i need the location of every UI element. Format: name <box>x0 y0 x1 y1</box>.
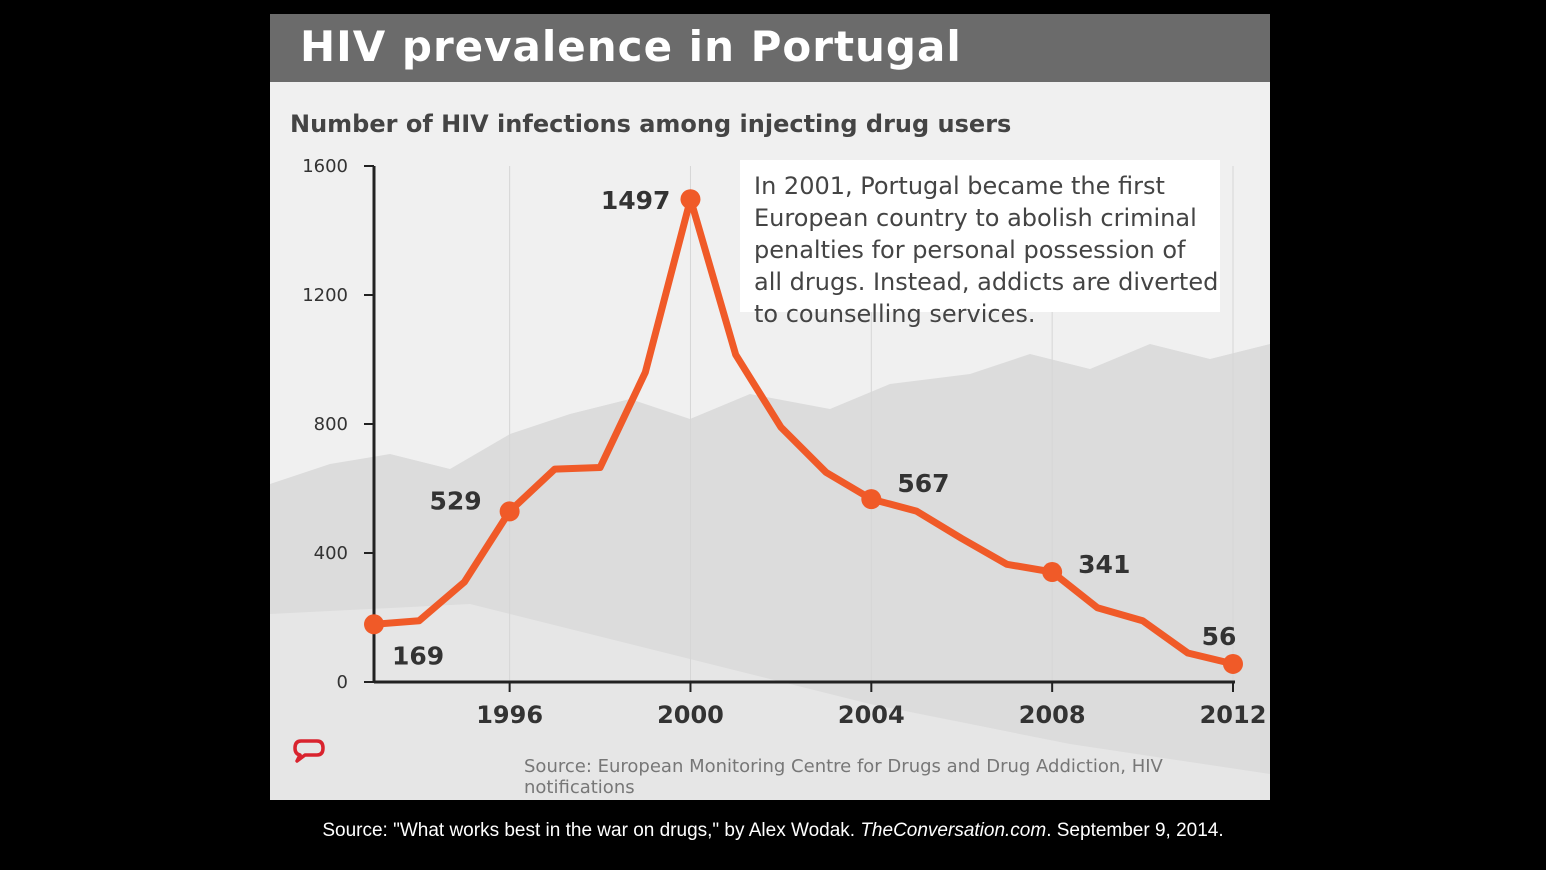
data-label: 567 <box>897 469 949 498</box>
annotation-box: In 2001, Portugal became the first Europ… <box>740 160 1220 328</box>
data-point-marker <box>1223 653 1243 674</box>
x-tick-label: 2004 <box>838 701 905 729</box>
caption-suffix: . September 9, 2014. <box>1046 820 1224 841</box>
data-point-marker <box>1042 562 1063 583</box>
y-tick-label: 1200 <box>302 285 348 306</box>
data-label: 169 <box>392 641 444 670</box>
page-title: HIV prevalence in Portugal <box>300 22 962 71</box>
series-line <box>370 195 1237 668</box>
x-tick-label: 2012 <box>1200 701 1267 729</box>
line-chart: 0 400 800 1200 1600 1996 2000 2004 2008 2012 169 52… <box>270 156 1270 800</box>
y-tick-label: 1600 <box>302 156 348 177</box>
title-banner: HIV prevalence in Portugal <box>270 14 1270 82</box>
source-note: Source: European Monitoring Centre for D… <box>524 756 1163 798</box>
caption-site: TheConversation.com <box>860 820 1047 841</box>
data-point-marker <box>861 489 882 510</box>
speech-bubble-icon <box>293 739 325 763</box>
y-tick-label: 800 <box>314 414 348 435</box>
data-label: 341 <box>1078 550 1130 579</box>
annotation-text: In 2001, Portugal became the first Europ… <box>754 172 1219 328</box>
y-tick-label: 0 <box>337 672 348 693</box>
data-point-marker <box>680 189 701 210</box>
y-tick-label: 400 <box>314 543 348 564</box>
infographic: HIV prevalence in Portugal Number of HIV… <box>270 14 1270 800</box>
background-river <box>270 604 1270 800</box>
data-point-marker <box>499 501 520 522</box>
x-tick-label: 2000 <box>657 701 724 729</box>
citation-caption: Source: "What works best in the war on d… <box>0 820 1546 842</box>
data-label: 1497 <box>601 186 671 215</box>
x-tick-label: 1996 <box>476 701 543 729</box>
data-label: 56 <box>1202 622 1237 651</box>
x-tick-label: 2008 <box>1019 701 1086 729</box>
chart-subtitle: Number of HIV infections among injecting… <box>290 110 1012 138</box>
data-label: 529 <box>429 486 481 515</box>
caption-prefix: Source: "What works best in the war on d… <box>322 820 861 841</box>
data-point-marker <box>364 614 384 635</box>
